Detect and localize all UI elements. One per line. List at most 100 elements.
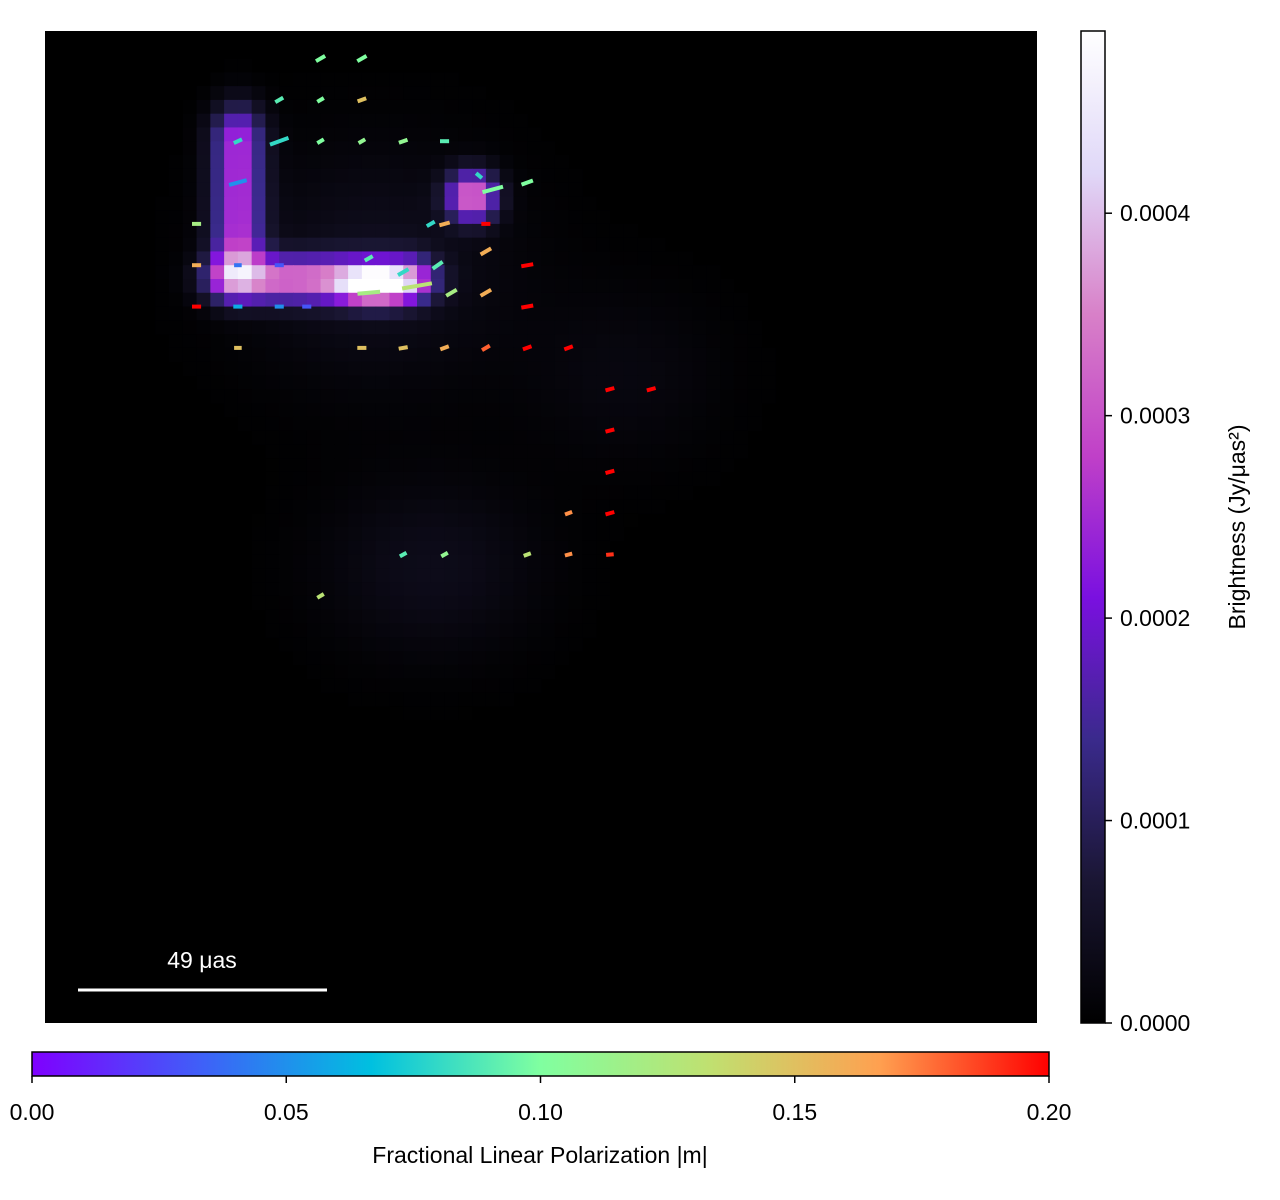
image-pixel	[430, 155, 446, 170]
image-pixel	[458, 127, 473, 142]
image-pixel	[265, 595, 280, 611]
image-pixel	[306, 513, 322, 528]
image-pixel	[444, 265, 459, 280]
image-pixel	[637, 251, 652, 266]
image-pixel	[472, 155, 487, 170]
image-pixel	[513, 347, 528, 363]
image-pixel	[541, 499, 556, 514]
image-pixel	[651, 237, 666, 253]
image-pixel	[224, 389, 239, 404]
image-pixel	[472, 637, 487, 652]
image-pixel	[527, 430, 542, 445]
image-pixel	[320, 72, 335, 87]
image-pixel	[265, 403, 280, 418]
image-pixel	[417, 499, 432, 514]
image-pixel	[637, 292, 652, 308]
image-pixel	[527, 251, 542, 266]
image-pixel	[527, 347, 542, 363]
image-pixel	[485, 540, 501, 556]
image-pixel	[485, 334, 501, 349]
image-pixel	[306, 113, 322, 129]
image-pixel	[720, 279, 735, 294]
image-pixel	[527, 237, 542, 253]
image-pixel	[224, 279, 239, 294]
image-pixel	[361, 155, 377, 170]
image-pixel	[403, 237, 418, 253]
image-pixel	[472, 444, 487, 459]
image-pixel	[733, 320, 749, 335]
image-pixel	[720, 361, 735, 377]
image-pixel	[527, 306, 542, 321]
image-pixel	[541, 609, 556, 625]
image-pixel	[417, 141, 432, 156]
image-pixel	[306, 292, 322, 308]
image-pixel	[403, 155, 418, 170]
image-pixel	[596, 527, 611, 542]
image-pixel	[665, 265, 680, 280]
image-pixel	[596, 554, 611, 569]
image-pixel	[458, 113, 473, 129]
image-pixel	[237, 113, 253, 129]
image-pixel	[375, 113, 391, 129]
image-pixel	[389, 168, 404, 184]
image-pixel	[334, 582, 349, 597]
image-pixel	[472, 582, 487, 597]
image-pixel	[279, 609, 294, 625]
image-pixel	[430, 595, 446, 611]
image-pixel	[527, 279, 542, 294]
image-pixel	[596, 237, 611, 253]
image-pixel	[224, 334, 239, 349]
image-pixel	[348, 361, 363, 377]
image-pixel	[361, 141, 377, 156]
image-pixel	[513, 403, 528, 418]
image-pixel	[417, 210, 432, 225]
image-pixel	[169, 265, 184, 280]
image-pixel	[665, 389, 680, 404]
image-pixel	[265, 141, 280, 156]
image-pixel	[293, 334, 308, 349]
image-pixel	[458, 99, 473, 115]
image-pixel	[596, 471, 611, 487]
polarization-tick-label: 0.20	[1027, 1099, 1072, 1125]
image-pixel	[568, 182, 583, 197]
polarization-tick	[646, 386, 657, 393]
image-pixel	[334, 182, 349, 197]
image-pixel	[320, 223, 335, 239]
image-pixel	[499, 389, 515, 404]
image-pixel	[279, 389, 294, 404]
image-pixel	[472, 651, 487, 666]
image-pixel	[361, 471, 377, 487]
image-pixel	[375, 403, 391, 418]
image-pixel	[265, 416, 280, 432]
image-pixel	[361, 403, 377, 418]
image-pixel	[375, 444, 391, 459]
image-pixel	[279, 251, 294, 266]
image-pixel	[237, 237, 253, 253]
image-pixel	[747, 416, 763, 432]
image-pixel	[637, 485, 652, 501]
polarization-colorbar-label: Fractional Linear Polarization |m|	[372, 1142, 707, 1168]
image-pixel	[320, 554, 335, 569]
image-pixel	[582, 347, 597, 363]
image-pixel	[485, 568, 501, 583]
image-pixel	[458, 485, 473, 501]
image-pixel	[472, 210, 487, 225]
image-pixel	[403, 210, 418, 225]
image-pixel	[706, 458, 721, 473]
image-pixel	[430, 361, 446, 377]
image-pixel	[651, 430, 666, 445]
image-pixel	[527, 403, 542, 418]
polarization-tick	[520, 178, 534, 187]
image-pixel	[361, 279, 377, 294]
image-pixel	[430, 127, 446, 142]
image-pixel	[720, 430, 735, 445]
image-pixel	[444, 72, 459, 87]
image-pixel	[596, 430, 611, 445]
image-pixel	[499, 444, 515, 459]
image-pixel	[623, 485, 639, 501]
image-pixel	[651, 458, 666, 473]
image-pixel	[389, 430, 404, 445]
image-pixel	[554, 651, 570, 666]
image-pixel	[582, 485, 597, 501]
